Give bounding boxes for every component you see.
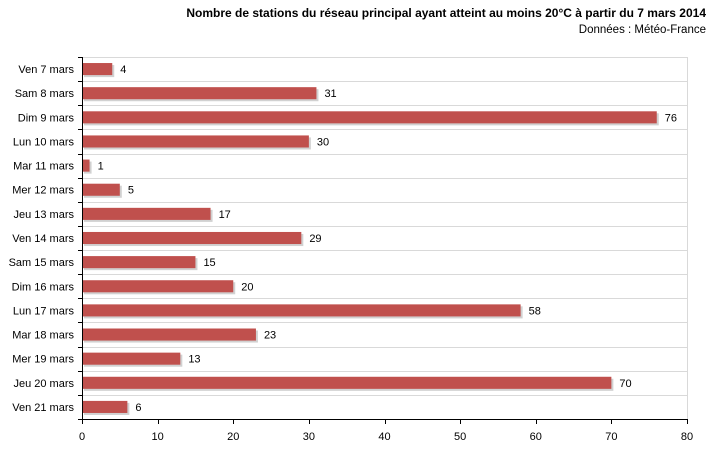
data-label: 13: [188, 354, 200, 366]
data-label: 1: [98, 161, 104, 173]
bar: [82, 352, 181, 365]
category-label: Jeu 13 mars: [13, 209, 74, 221]
grid-lines: [82, 57, 688, 420]
category-label: Ven 14 mars: [12, 233, 74, 245]
bar: [82, 207, 211, 220]
axes: [78, 57, 688, 424]
chart-title: Nombre de stations du réseau principal a…: [186, 6, 706, 20]
bar: [82, 135, 309, 148]
bar: [82, 231, 302, 245]
bar: [82, 280, 234, 293]
data-label: 31: [324, 88, 336, 100]
data-label: 23: [264, 330, 276, 342]
category-label: Dim 9 mars: [18, 112, 75, 124]
data-label: 58: [529, 305, 541, 317]
x-tick-label: 80: [681, 431, 693, 443]
x-tick-label: 0: [79, 431, 85, 443]
category-label: Mer 12 mars: [12, 185, 74, 197]
x-tick-label: 20: [227, 431, 239, 443]
category-label: Lun 10 mars: [13, 136, 75, 148]
data-label: 6: [135, 402, 141, 414]
category-label: Jeu 20 mars: [13, 378, 74, 390]
bar: [82, 304, 521, 317]
bar: [82, 256, 196, 269]
bar: [82, 376, 612, 389]
x-tick-label: 60: [530, 431, 542, 443]
category-label: Ven 21 mars: [12, 402, 74, 414]
category-label: Lun 17 mars: [13, 305, 75, 317]
data-label: 15: [203, 257, 215, 269]
x-tick-label: 40: [378, 431, 390, 443]
bar: [82, 63, 113, 76]
bar: [82, 111, 657, 124]
data-label: 70: [619, 378, 631, 390]
category-label: Mar 18 mars: [12, 330, 74, 342]
category-label: Mer 19 mars: [12, 354, 74, 366]
category-label: Ven 7 mars: [18, 64, 74, 76]
category-label: Sam 8 mars: [15, 88, 75, 100]
data-label: 20: [241, 281, 253, 293]
chart-subtitle: Données : Météo-France: [579, 24, 706, 36]
bars: [82, 63, 659, 415]
labels: Ven 7 mars 4 Sam 8 mars 31 Dim 9 mars 76 Lun 1…: [9, 64, 694, 443]
x-tick-label: 30: [303, 431, 315, 443]
x-tick-label: 70: [605, 431, 617, 443]
data-label: 29: [309, 233, 321, 245]
bar: [82, 87, 317, 100]
bar: [82, 159, 90, 172]
data-label: 76: [665, 112, 677, 124]
bar: [82, 328, 256, 341]
data-label: 30: [317, 136, 329, 148]
x-tick-label: 50: [454, 431, 466, 443]
data-label: 4: [120, 64, 126, 76]
data-label: 17: [219, 209, 231, 221]
x-tick-label: 10: [152, 431, 164, 443]
data-label: 5: [128, 185, 134, 197]
category-label: Sam 15 mars: [9, 257, 75, 269]
bar: [82, 400, 128, 413]
category-label: Mar 11 mars: [13, 161, 74, 173]
category-label: Dim 16 mars: [12, 281, 75, 293]
bar: [82, 183, 120, 196]
